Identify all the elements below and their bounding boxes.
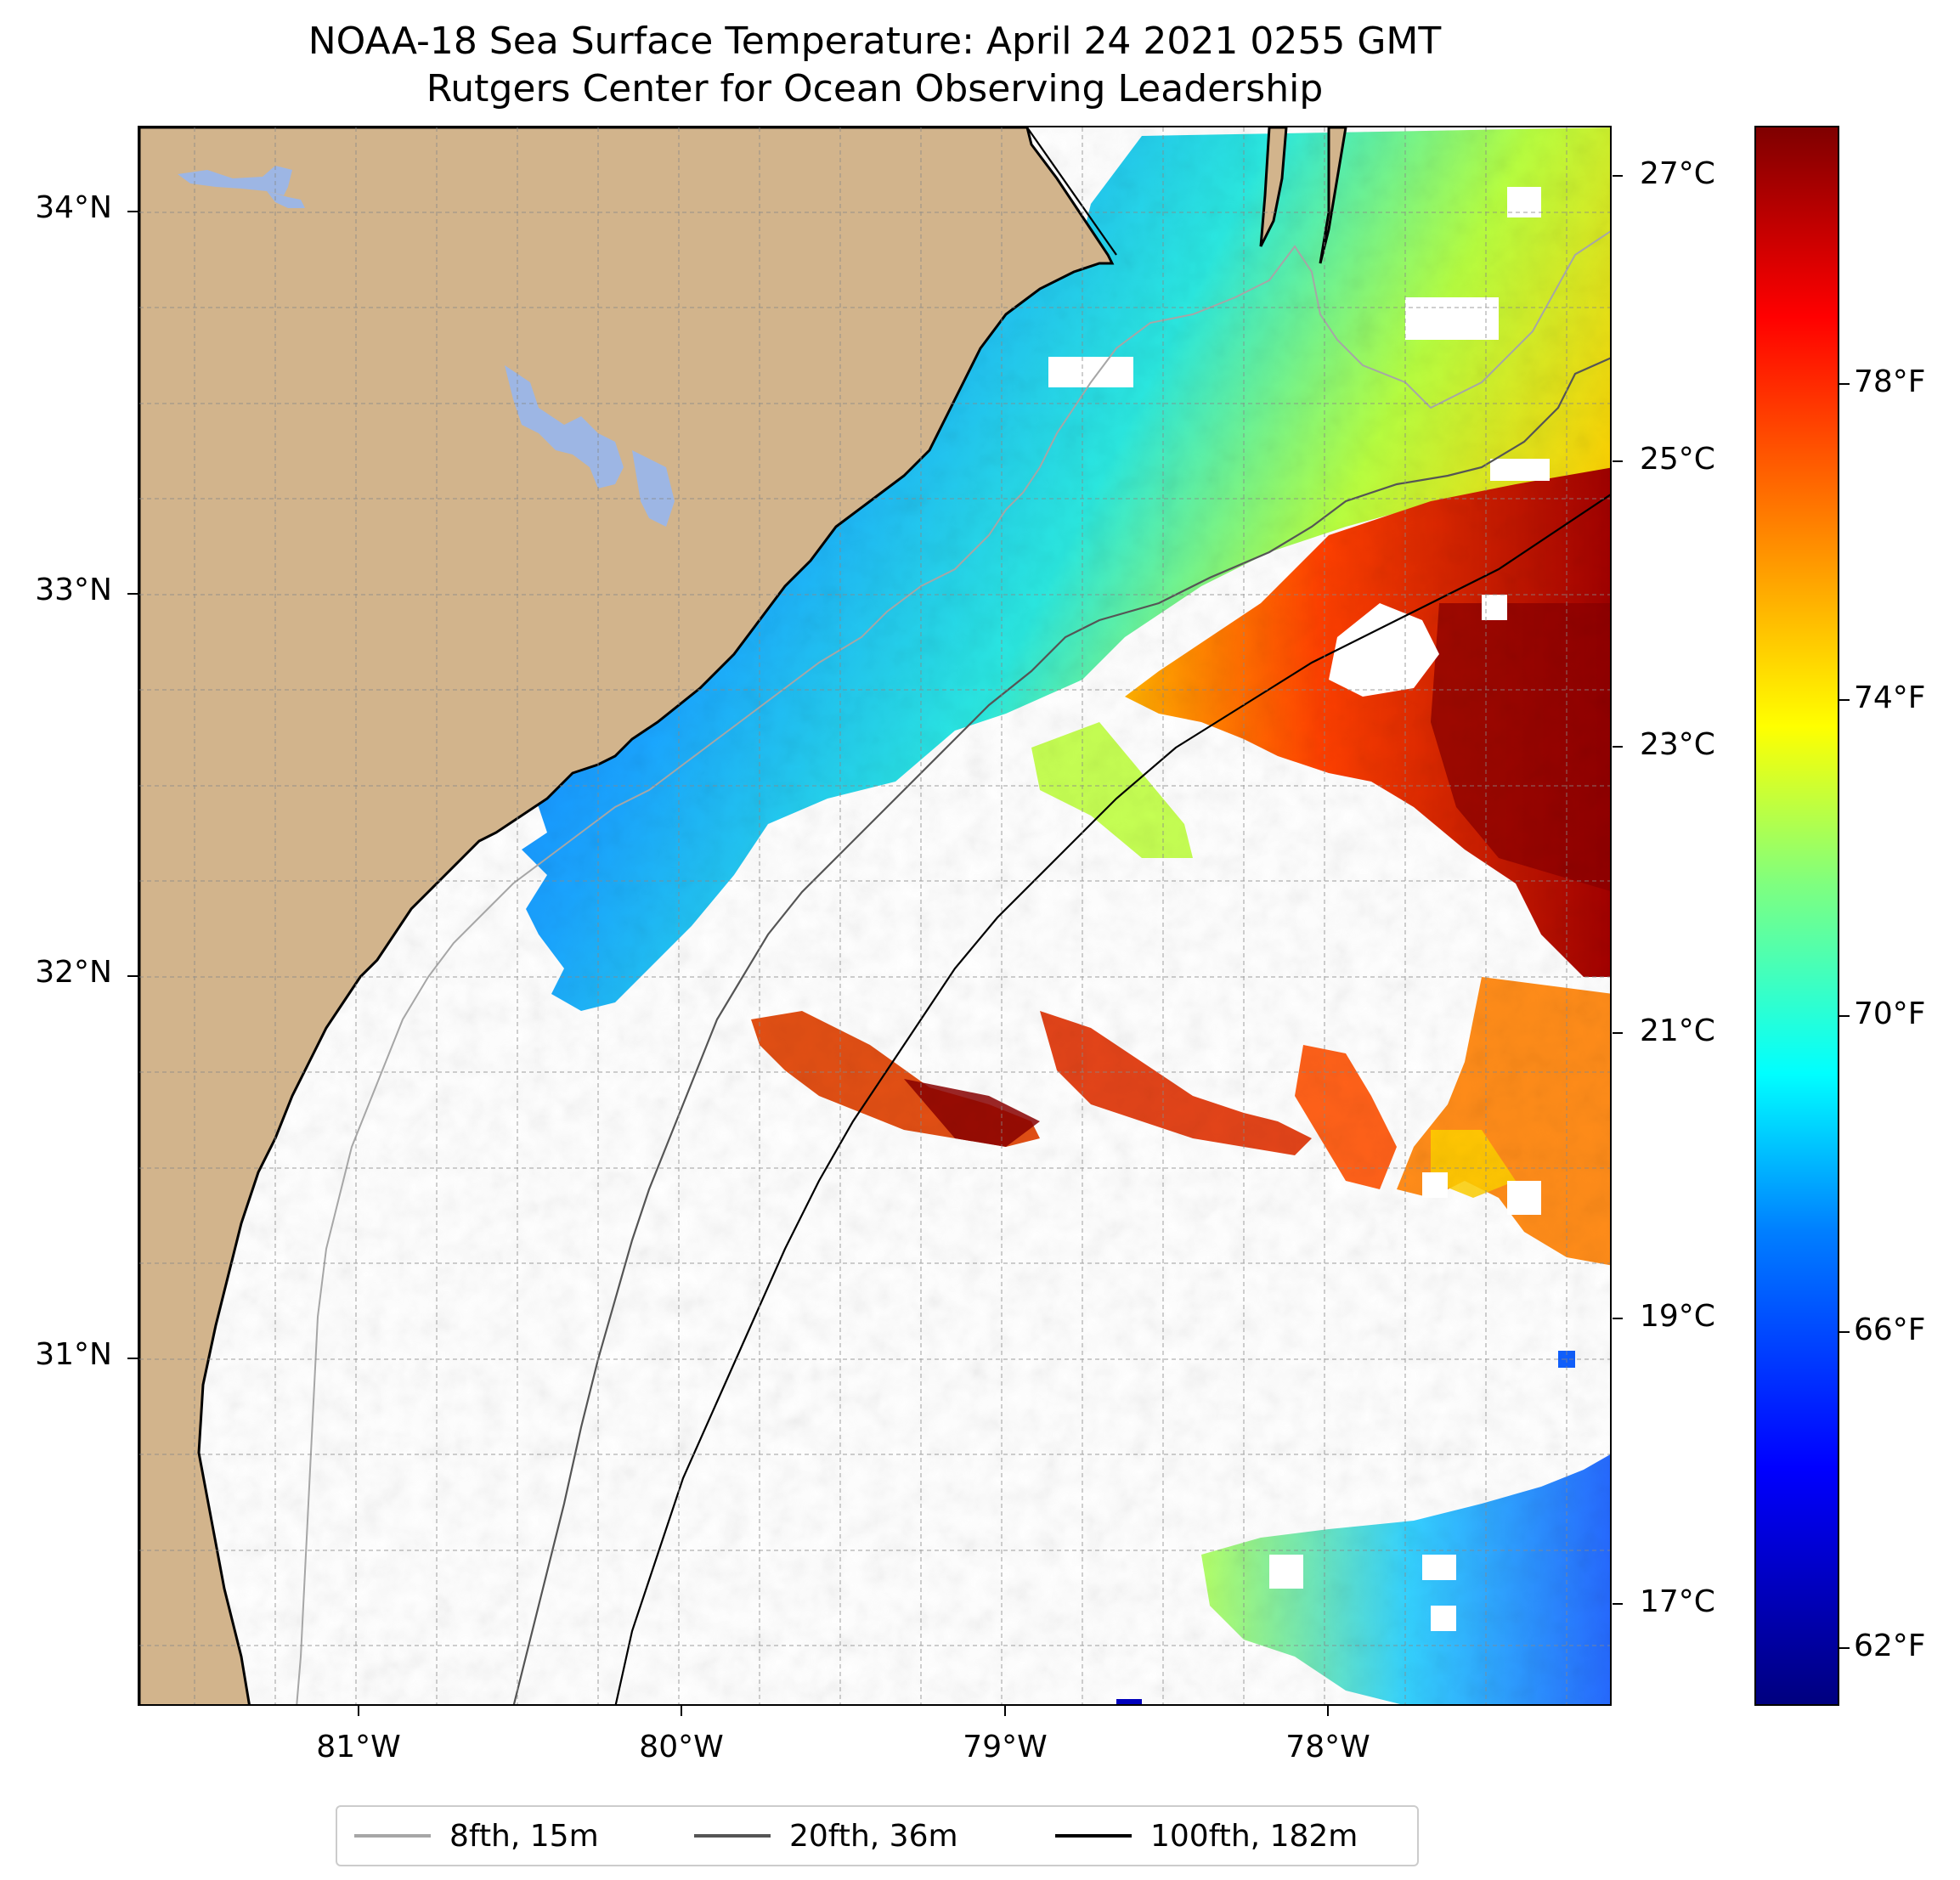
lon-label-79w: 79°W bbox=[963, 1730, 1048, 1764]
map-canvas bbox=[139, 127, 1610, 1704]
legend-label-20fth: 20fth, 36m bbox=[789, 1818, 958, 1854]
c-tick bbox=[1613, 460, 1623, 462]
legend-line-100fth bbox=[1055, 1834, 1132, 1838]
f-tick bbox=[1839, 1331, 1850, 1333]
lon-label-78w: 78°W bbox=[1285, 1730, 1370, 1764]
colorbar-label-19c: 19°C bbox=[1640, 1299, 1715, 1334]
colorbar-label-27c: 27°C bbox=[1640, 156, 1715, 191]
legend-line-8fth bbox=[354, 1834, 431, 1838]
colorbar-label-66f: 66°F bbox=[1854, 1313, 1926, 1347]
colorbar-label-17c: 17°C bbox=[1640, 1584, 1715, 1619]
legend-label-8fth: 8fth, 15m bbox=[449, 1818, 599, 1854]
colorbar-label-78f: 78°F bbox=[1854, 364, 1926, 399]
land-layer bbox=[139, 127, 1347, 1704]
f-tick bbox=[1839, 383, 1850, 385]
c-tick bbox=[1613, 1603, 1623, 1605]
c-tick bbox=[1613, 175, 1623, 177]
legend-item-20fth: 20fth, 36m bbox=[694, 1807, 958, 1865]
legend-line-20fth bbox=[694, 1834, 771, 1838]
lon-tick bbox=[1004, 1706, 1006, 1716]
lat-tick bbox=[127, 1358, 138, 1359]
c-tick bbox=[1613, 1032, 1623, 1034]
colorbar-label-21c: 21°C bbox=[1640, 1013, 1715, 1048]
lon-label-80w: 80°W bbox=[639, 1730, 724, 1764]
lon-tick bbox=[681, 1706, 682, 1716]
colorbar-label-23c: 23°C bbox=[1640, 727, 1715, 762]
contour-legend: 8fth, 15m 20fth, 36m 100fth, 182m bbox=[336, 1805, 1419, 1866]
lon-tick bbox=[1327, 1706, 1329, 1716]
lon-label-81w: 81°W bbox=[316, 1730, 401, 1764]
colorbar-label-25c: 25°C bbox=[1640, 442, 1715, 477]
c-tick bbox=[1613, 746, 1623, 748]
c-tick bbox=[1613, 1318, 1623, 1319]
legend-item-100fth: 100fth, 182m bbox=[1055, 1807, 1358, 1865]
map-title: NOAA-18 Sea Surface Temperature: April 2… bbox=[308, 20, 1442, 63]
lat-label-34n: 34°N bbox=[35, 190, 112, 225]
temperature-colorbar bbox=[1754, 126, 1839, 1706]
lat-tick bbox=[127, 593, 138, 595]
f-tick bbox=[1839, 699, 1850, 701]
legend-item-8fth: 8fth, 15m bbox=[354, 1807, 599, 1865]
sst-map[interactable] bbox=[138, 126, 1612, 1706]
lat-label-33n: 33°N bbox=[35, 573, 112, 607]
lat-label-31n: 31°N bbox=[35, 1337, 112, 1372]
lon-tick bbox=[358, 1706, 359, 1716]
colorbar-label-74f: 74°F bbox=[1854, 680, 1926, 715]
lat-label-32n: 32°N bbox=[35, 955, 112, 990]
lat-tick bbox=[127, 211, 138, 212]
f-tick bbox=[1839, 1015, 1850, 1017]
lat-tick bbox=[127, 975, 138, 977]
colorbar-label-70f: 70°F bbox=[1854, 996, 1926, 1031]
legend-label-100fth: 100fth, 182m bbox=[1150, 1818, 1358, 1854]
gridlines bbox=[139, 127, 1610, 1704]
f-tick bbox=[1839, 1647, 1850, 1649]
map-subtitle: Rutgers Center for Ocean Observing Leade… bbox=[426, 67, 1324, 110]
colorbar-label-62f: 62°F bbox=[1854, 1629, 1926, 1663]
